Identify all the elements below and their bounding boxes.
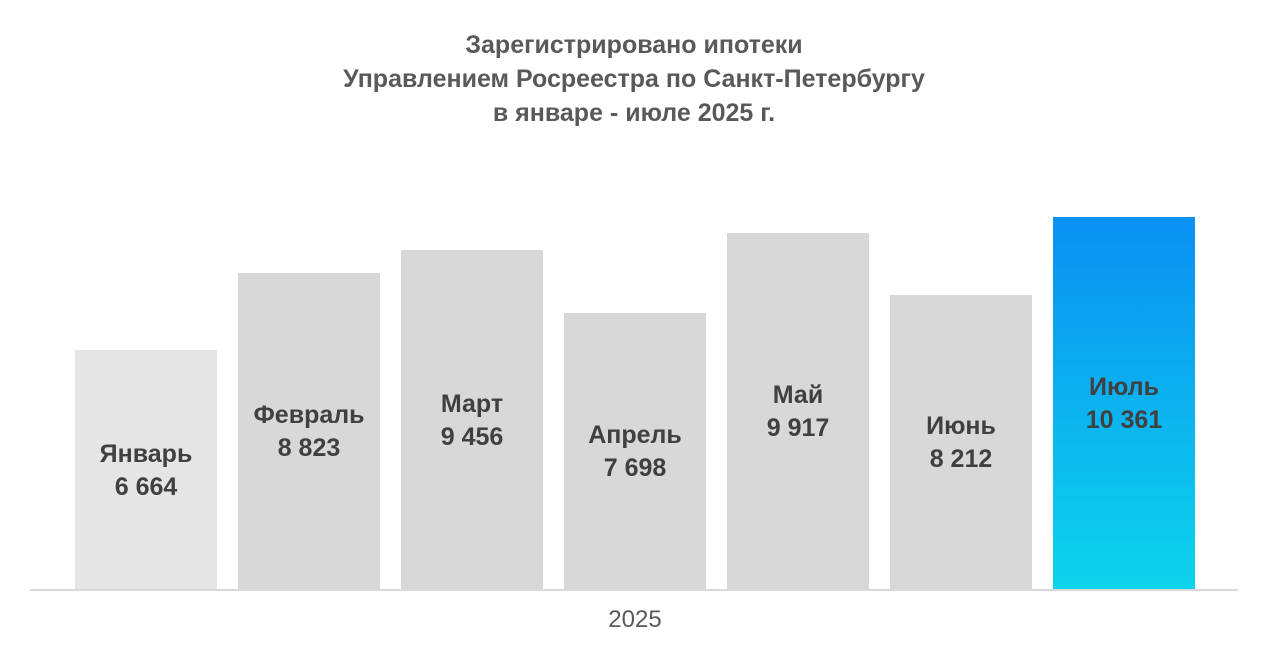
bar-label: Апрель 7 698: [588, 419, 682, 485]
bar-month-label: Февраль: [253, 401, 365, 429]
chart-bar-7: Июль 10 361: [1053, 217, 1195, 591]
bar-month-label: Июнь: [926, 412, 996, 440]
bar-month-label: Март: [440, 389, 504, 418]
bar-value-label: 6 664: [114, 472, 178, 501]
chart-bar-2: Февраль 8 823: [238, 273, 380, 591]
bar-month-label: Май: [772, 381, 824, 409]
chart-bar-3: Март 9 456: [401, 250, 543, 591]
chart-title-line-2: Управлением Росреестра по Санкт-Петербур…: [343, 65, 925, 93]
bar-label: Январь 6 664: [100, 438, 193, 504]
chart-bar-5: Май 9 917: [727, 233, 869, 591]
bar-label: Июль 10 361: [1086, 371, 1162, 437]
chart-title-line-3: в январе - июле 2025 г.: [492, 99, 776, 127]
bars-group: Январь 6 664 Февраль 8 823 Март 9 456 Апрель 7 …: [75, 217, 1195, 591]
bar-label: Март 9 456: [441, 388, 504, 454]
chart-bar-4: Апрель 7 698: [564, 313, 706, 591]
chart-title-line-1: Зарегистрировано ипотеки: [465, 31, 803, 59]
bar-value-label: 10 361: [1085, 406, 1163, 434]
bar-value-label: 7 698: [603, 454, 667, 482]
bar-label: Июнь 8 212: [926, 410, 996, 476]
x-axis-line: [30, 589, 1238, 591]
bar-month-label: Июль: [1089, 373, 1159, 401]
chart-bar-6: Июнь 8 212: [890, 295, 1032, 591]
bar-month-label: Апрель: [588, 421, 682, 449]
bar-label: Май 9 917: [767, 379, 830, 445]
bar-month-label: Январь: [99, 439, 193, 468]
x-axis-label: 2025: [608, 606, 662, 633]
bar-value-label: 9 917: [766, 414, 830, 442]
chart-title: Зарегистрировано ипотеки Управлением Рос…: [0, 28, 1268, 130]
chart-bar-1: Январь 6 664: [75, 350, 217, 591]
bar-label: Февраль 8 823: [253, 399, 364, 465]
bar-value-label: 9 456: [440, 422, 504, 451]
bar-value-label: 8 823: [277, 434, 341, 462]
bar-value-label: 8 212: [929, 445, 993, 473]
